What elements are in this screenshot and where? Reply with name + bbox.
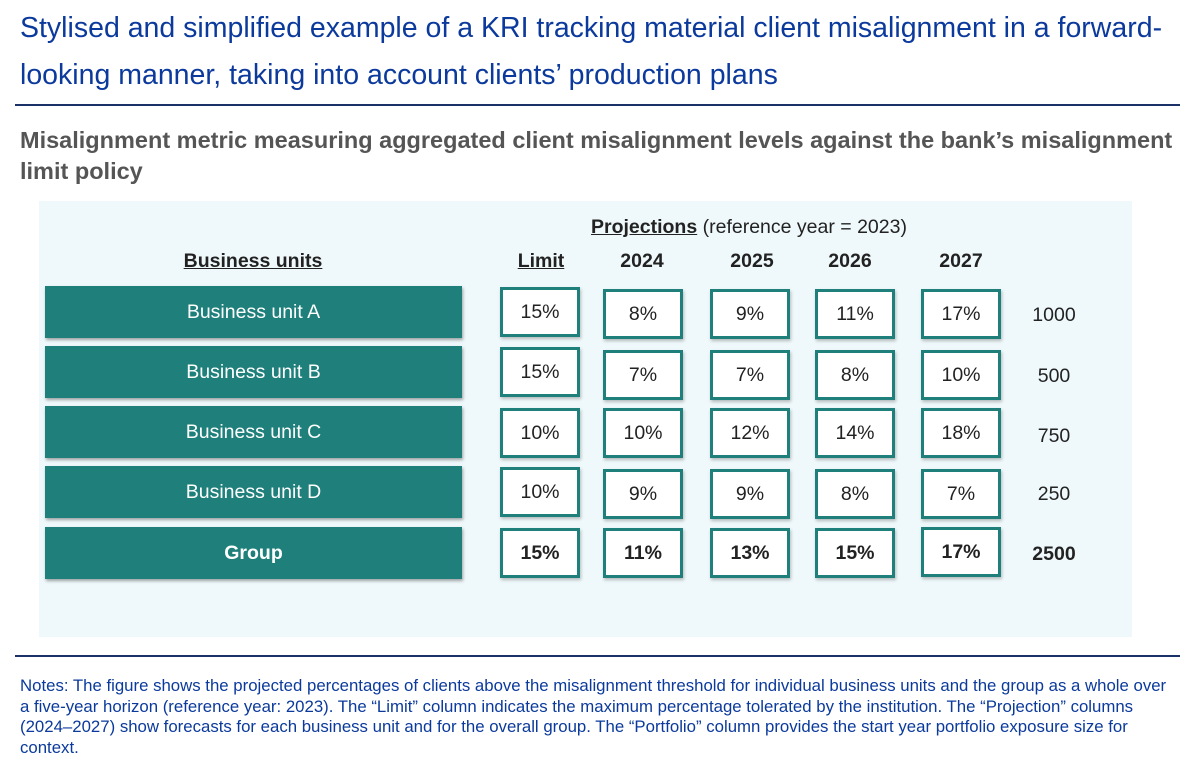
limit-cell-group: 15% — [500, 528, 580, 578]
limit-cell-b: 15% — [500, 347, 580, 397]
business-unit-a-label: Business unit A — [45, 286, 462, 338]
value-cell-a-2026: 11% — [815, 289, 895, 339]
portfolio-group: 2500 — [1032, 543, 1076, 565]
year-header-2024: 2024 — [620, 250, 664, 272]
value-cell-group-2027: 17% — [921, 527, 1001, 577]
value-cell-b-2026: 8% — [815, 350, 895, 400]
year-header-2025: 2025 — [730, 250, 774, 272]
value-cell-c-2026: 14% — [815, 408, 895, 458]
group-label: Group — [45, 527, 462, 579]
year-header-2026: 2026 — [828, 250, 872, 272]
limit-cell-a: 15% — [500, 287, 580, 337]
top-divider — [15, 104, 1180, 106]
section-subtitle: Misalignment metric measuring aggregated… — [20, 127, 1173, 184]
portfolio-d: 250 — [1037, 483, 1071, 505]
business-units-header: Business units — [183, 250, 323, 272]
limit-header: Limit — [517, 250, 565, 272]
business-unit-d-label: Business unit D — [45, 466, 462, 518]
value-cell-c-2025: 12% — [710, 408, 790, 458]
portfolio-a: 1000 — [1032, 304, 1076, 326]
value-cell-b-2025: 7% — [710, 350, 790, 400]
projections-header: Projections (reference year = 2023) — [591, 216, 907, 239]
limit-cell-d: 10% — [500, 467, 580, 517]
value-cell-b-2027: 10% — [921, 350, 1001, 400]
portfolio-b: 500 — [1037, 365, 1071, 387]
value-cell-d-2025: 9% — [710, 469, 790, 519]
bottom-divider — [15, 655, 1180, 657]
business-unit-c-label: Business unit C — [45, 406, 462, 458]
value-cell-d-2026: 8% — [815, 469, 895, 519]
value-cell-d-2027: 7% — [921, 469, 1001, 519]
projections-note: (reference year = 2023) — [702, 216, 907, 238]
value-cell-a-2025: 9% — [710, 289, 790, 339]
value-cell-group-2025: 13% — [710, 528, 790, 578]
value-cell-c-2024: 10% — [603, 408, 683, 458]
value-cell-a-2024: 8% — [603, 289, 683, 339]
limit-cell-c: 10% — [500, 408, 580, 458]
year-header-2027: 2027 — [939, 250, 983, 272]
value-cell-a-2027: 17% — [921, 289, 1001, 339]
value-cell-d-2024: 9% — [603, 469, 683, 519]
page-title: Stylised and simplified example of a KRI… — [20, 12, 1163, 91]
value-cell-group-2026: 15% — [815, 528, 895, 578]
business-unit-b-label: Business unit B — [45, 346, 462, 398]
value-cell-b-2024: 7% — [603, 350, 683, 400]
projections-label: Projections — [591, 216, 698, 238]
notes-text: Notes: The figure shows the projected pe… — [20, 676, 1167, 757]
value-cell-group-2024: 11% — [603, 528, 683, 578]
value-cell-c-2027: 18% — [921, 408, 1001, 458]
portfolio-c: 750 — [1037, 425, 1071, 447]
